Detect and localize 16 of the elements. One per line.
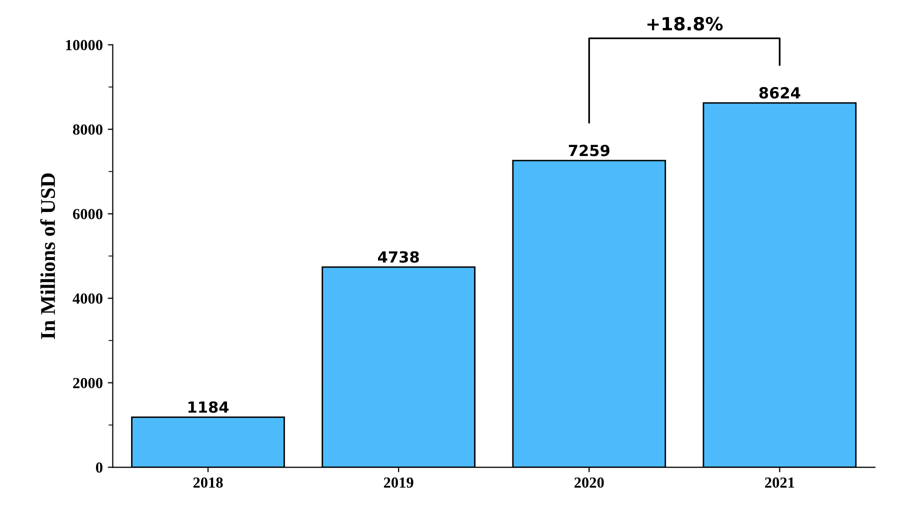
- data-label: 1184: [188, 401, 229, 413]
- x-tick-label: 2019: [384, 477, 414, 488]
- data-label: 7259: [568, 144, 610, 156]
- y-axis-title: In Millions of USD: [40, 173, 56, 339]
- x-tick-label: 2020: [574, 477, 604, 488]
- data-label: 8624: [759, 87, 800, 99]
- y-tick-label: 6000: [72, 208, 102, 220]
- data-label: 4738: [378, 251, 419, 263]
- text: +18.8%: [647, 16, 723, 31]
- x-tick-label: 2021: [765, 477, 794, 488]
- y-tick-label: 0: [96, 462, 102, 473]
- y-tick-label: 8000: [72, 124, 102, 135]
- x-tick-label: 2018: [193, 477, 223, 488]
- y-tick-label: 4000: [72, 293, 102, 304]
- y-tick-label: 2000: [73, 378, 102, 388]
- y-tick-label: 10000: [66, 40, 102, 50]
